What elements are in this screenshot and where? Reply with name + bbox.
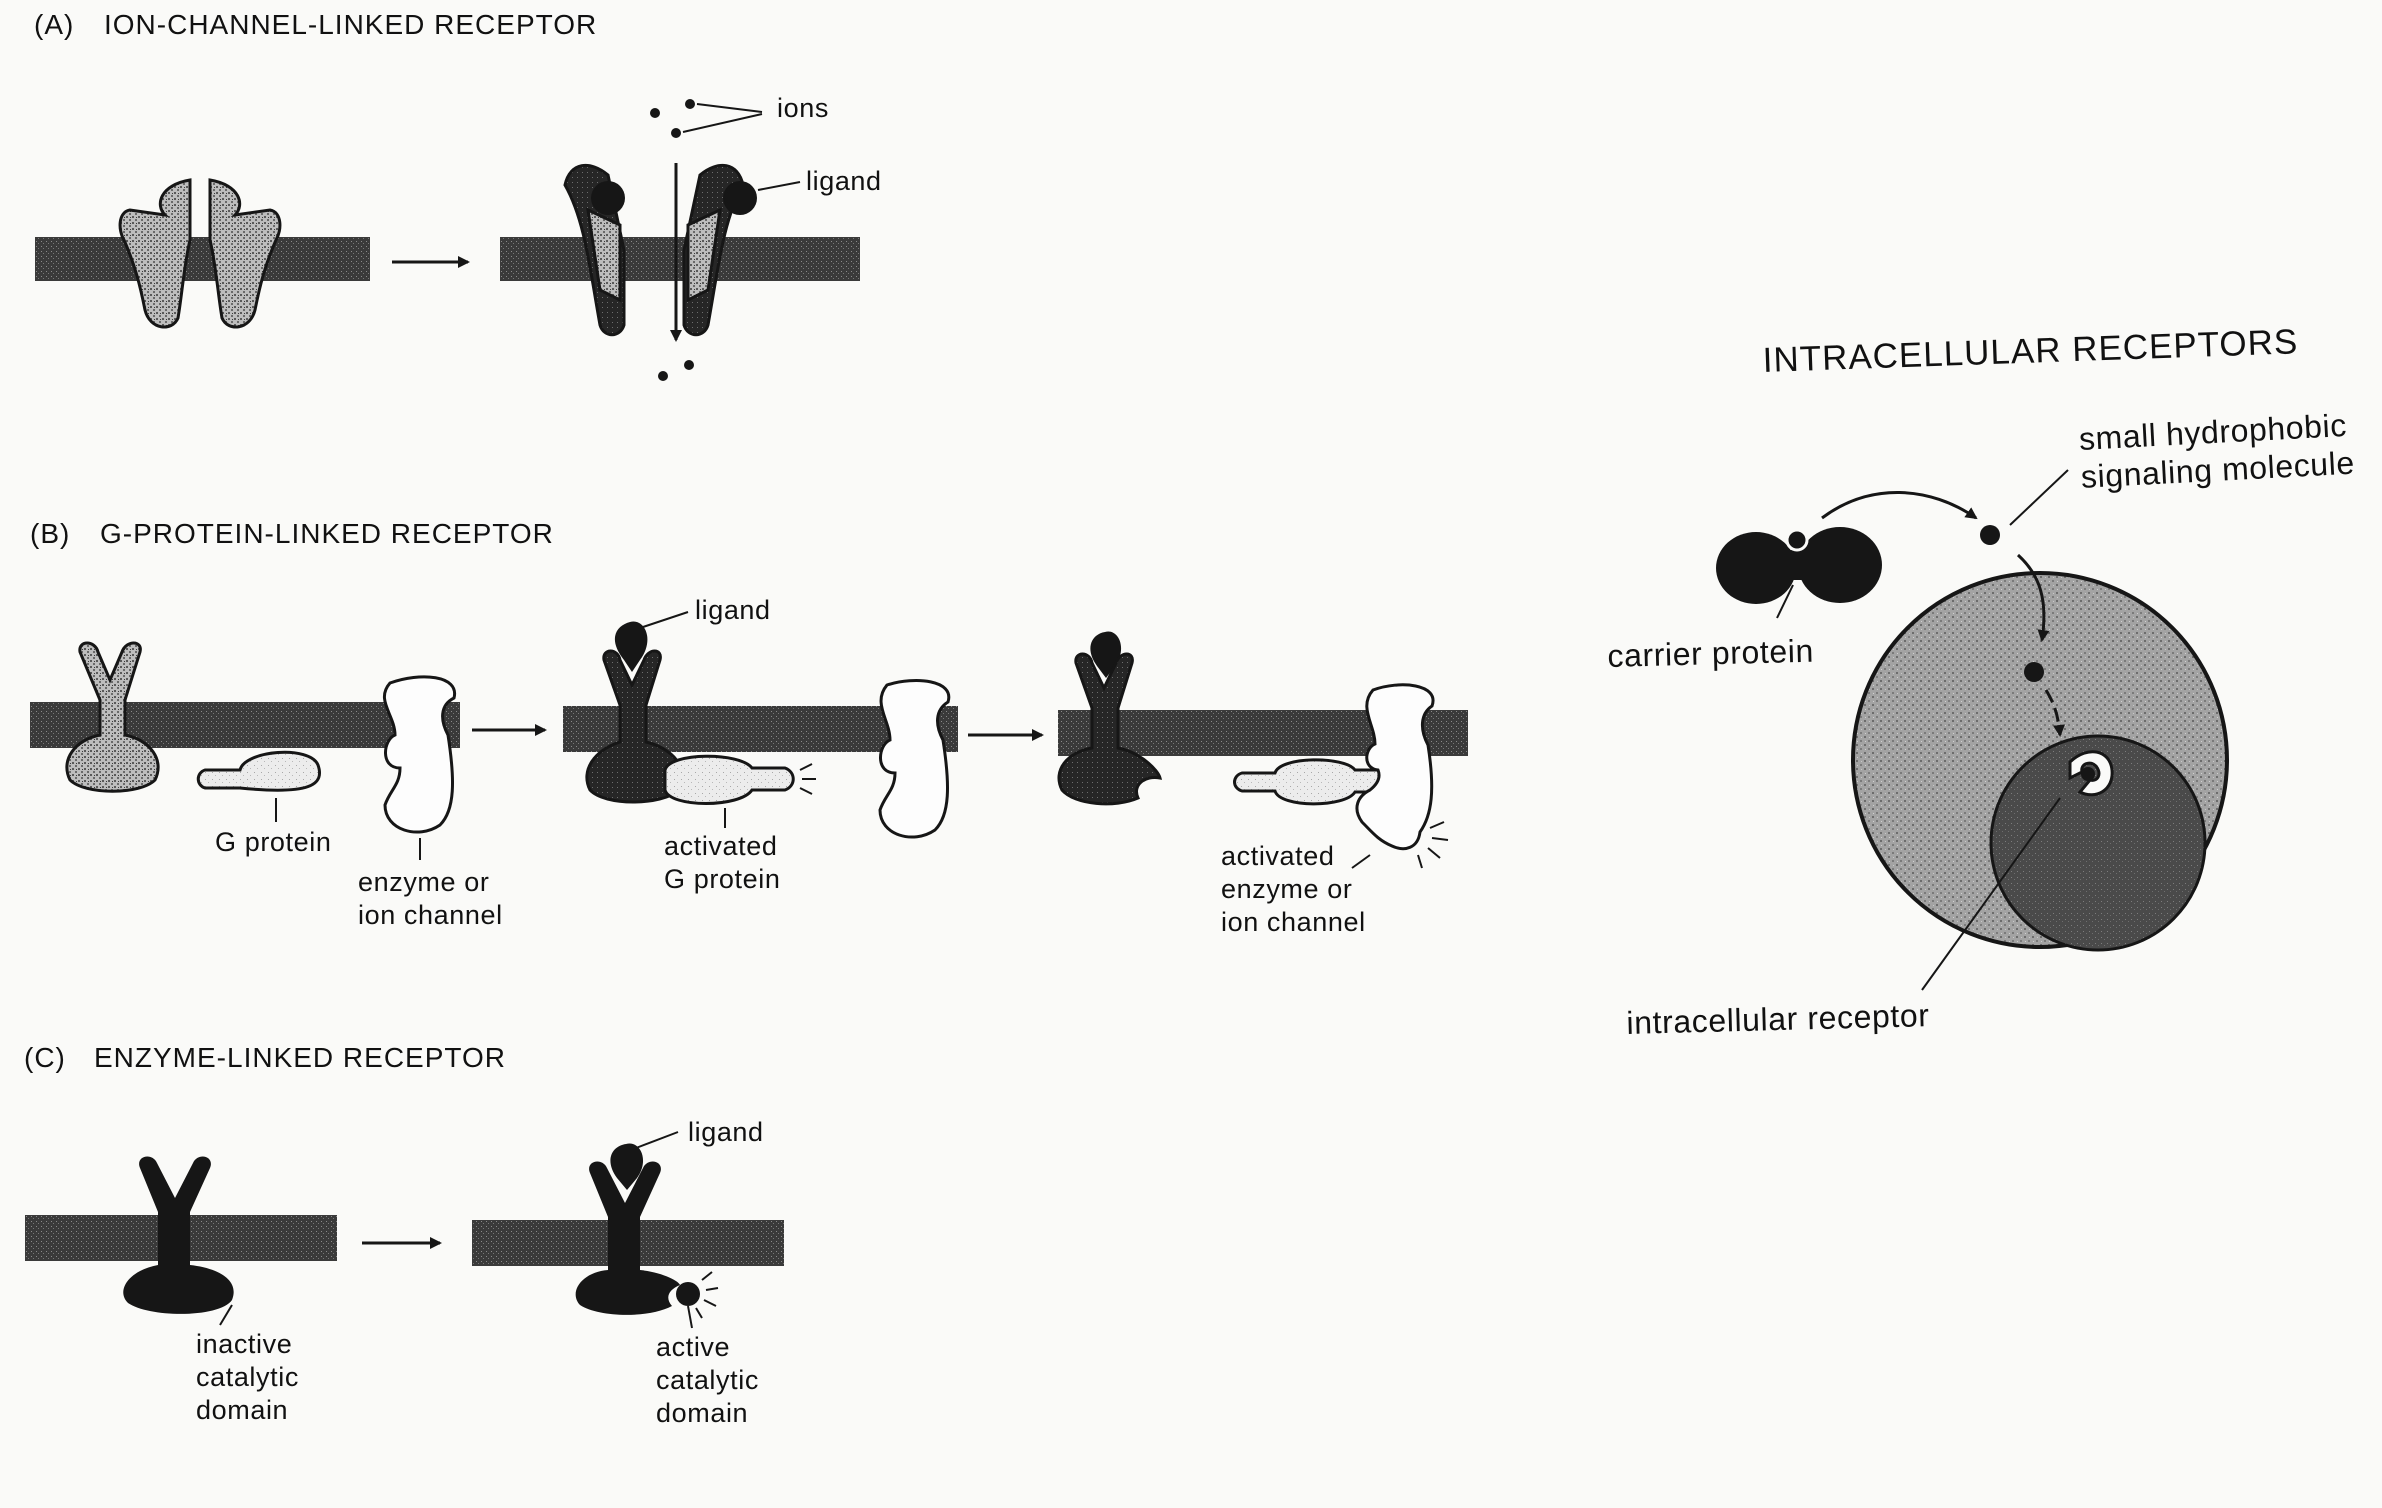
- enzyme-label-line2: ion channel: [358, 899, 503, 930]
- section-a-heading: (A) ION-CHANNEL-LINKED RECEPTOR: [34, 8, 597, 42]
- receptor-b-resting: [65, 641, 160, 793]
- hormone-bound-receptor: [2081, 767, 2095, 781]
- activated-enzyme-label: activated enzyme or ion channel: [1221, 840, 1366, 939]
- inactive-domain-line3: domain: [196, 1394, 289, 1425]
- receptor-b-released: [1057, 652, 1163, 806]
- section-a-title: ION-CHANNEL-LINKED RECEPTOR: [104, 9, 598, 40]
- active-domain-label: active catalytic domain: [656, 1331, 759, 1430]
- activation-rays-b3: [1417, 821, 1449, 869]
- hormone-free: [1980, 525, 2000, 545]
- ligand-label-c: ligand: [688, 1117, 764, 1147]
- ligand-a-right: [723, 181, 757, 215]
- membrane-a-left: [35, 237, 370, 281]
- ions-a: [650, 99, 695, 381]
- section-b-tag: (B): [30, 518, 71, 549]
- active-domain-line1: active: [656, 1332, 731, 1362]
- section-a-diagram: [35, 99, 860, 381]
- hormone-in-cell: [2024, 662, 2044, 682]
- hormone-bound: [1785, 528, 1809, 552]
- enzyme-label-line1: enzyme or: [358, 867, 490, 897]
- inactive-domain-line1: inactive: [196, 1329, 293, 1359]
- section-c-tag: (C): [24, 1042, 66, 1073]
- enzyme-label: enzyme or ion channel: [358, 866, 503, 932]
- receptor-c-inactive: [123, 1156, 234, 1314]
- nucleus: [1989, 734, 2207, 952]
- section-c-title: ENZYME-LINKED RECEPTOR: [94, 1042, 506, 1073]
- c-label-lines: [219, 1131, 693, 1329]
- activation-rays-c: [695, 1271, 719, 1319]
- receptor-c-active: [575, 1161, 680, 1315]
- ligand-label-b: ligand: [695, 595, 771, 625]
- ligand-a-left: [591, 181, 625, 215]
- inactive-domain-label: inactive catalytic domain: [196, 1328, 299, 1427]
- entry-arrow: [2016, 553, 2050, 642]
- active-catalytic-site: [676, 1282, 700, 1306]
- activation-rays-b2: [799, 763, 816, 795]
- g-protein-b1: [196, 750, 321, 792]
- signaling-molecule-label: small hydrophobic signaling molecule: [2078, 406, 2356, 497]
- intracellular-diagram: [1716, 469, 2229, 991]
- carrier-protein: [1716, 527, 1882, 604]
- ligand-label-a: ligand: [806, 166, 882, 196]
- ligand-b2: [614, 621, 648, 672]
- activated-enzyme-line1: activated: [1221, 841, 1335, 871]
- inactive-domain-line2: catalytic: [196, 1361, 299, 1392]
- enzyme-b2: [878, 679, 951, 839]
- ions-label: ions: [777, 93, 829, 123]
- ligand-c: [610, 1143, 644, 1190]
- carrier-protein-label: carrier protein: [1607, 632, 1815, 674]
- closed-ion-channel: [118, 178, 282, 329]
- activated-g-protein-line1: activated: [664, 831, 778, 861]
- activated-g-protein-line2: G protein: [664, 863, 781, 894]
- activated-enzyme-line3: ion channel: [1221, 906, 1366, 937]
- activated-enzyme-line2: enzyme or: [1221, 873, 1353, 904]
- section-a-tag: (A): [34, 9, 75, 40]
- intracellular-label-lines: [1776, 469, 2069, 991]
- section-c-diagram: [25, 1131, 784, 1329]
- activated-g-protein-label: activated G protein: [664, 830, 780, 896]
- a-label-lines: [682, 103, 801, 191]
- section-b-title: G-PROTEIN-LINKED RECEPTOR: [100, 518, 554, 549]
- g-protein-activated: [663, 754, 795, 805]
- nucleus-arrow: [2044, 689, 2065, 737]
- section-c-heading: (C) ENZYME-LINKED RECEPTOR: [24, 1041, 506, 1075]
- enzyme-activated: [1355, 683, 1435, 851]
- b-label-lines: [275, 611, 1371, 869]
- active-domain-line3: domain: [656, 1397, 749, 1428]
- release-arrow: [1821, 491, 1978, 520]
- g-protein-label: G protein: [215, 827, 332, 857]
- active-domain-line2: catalytic: [656, 1364, 759, 1395]
- enzyme-b1: [383, 675, 456, 834]
- intracellular-receptor-label: intracellular receptor: [1626, 997, 1930, 1041]
- section-b-diagram: [30, 611, 1468, 869]
- section-b-heading: (B) G-PROTEIN-LINKED RECEPTOR: [30, 517, 554, 551]
- membrane-a-right: [500, 237, 860, 281]
